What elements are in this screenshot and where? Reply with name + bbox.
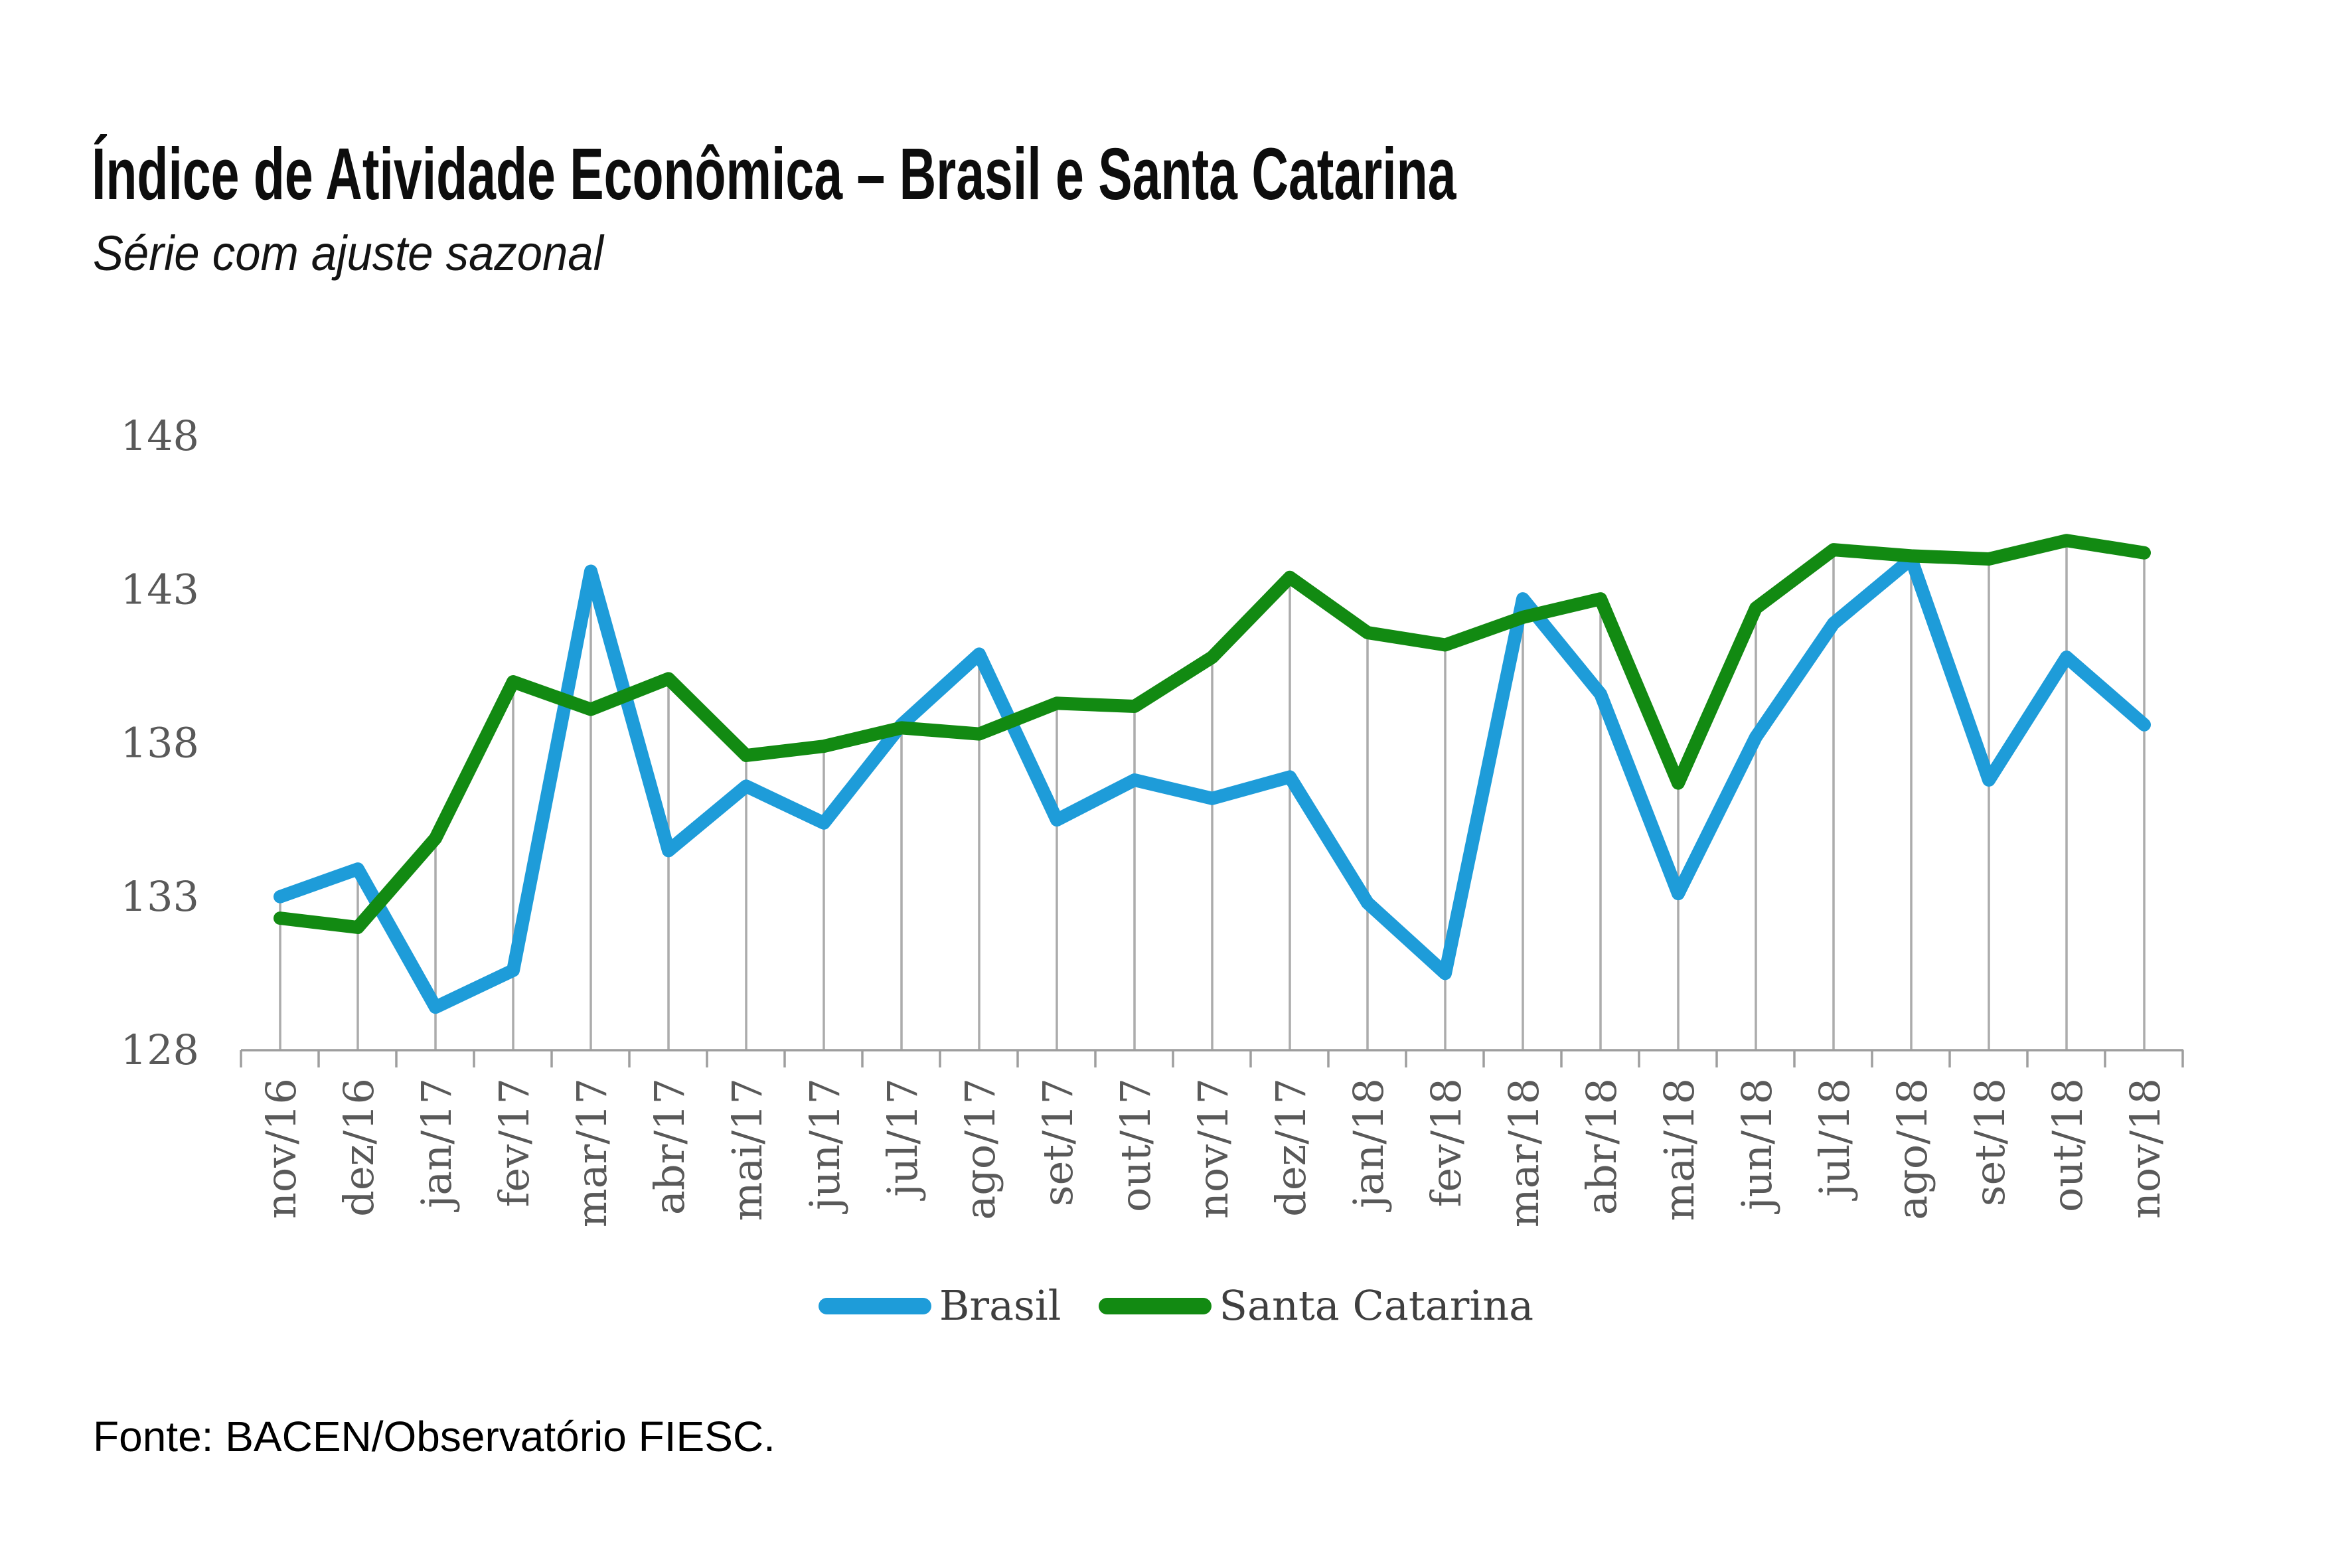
x-axis-label: jun/18 [1733, 1078, 1781, 1214]
y-axis-label: 148 [121, 412, 199, 460]
x-axis-label: ago/17 [956, 1078, 1004, 1220]
x-axis-label: out/18 [2043, 1078, 2092, 1212]
x-axis-label: jan/18 [1344, 1078, 1393, 1212]
x-axis-label: jul/17 [878, 1078, 927, 1201]
x-axis-label: jan/17 [412, 1078, 461, 1212]
x-axis-label: jul/18 [1810, 1078, 1859, 1201]
y-axis-label: 138 [121, 719, 199, 767]
x-axis-label: nov/16 [257, 1078, 305, 1219]
y-axis-label: 128 [121, 1026, 199, 1074]
x-axis-label: fev/17 [490, 1078, 538, 1207]
x-axis-label: set/18 [1966, 1078, 2014, 1206]
y-axis-label: 143 [121, 565, 199, 613]
x-axis-label: out/17 [1111, 1078, 1160, 1212]
x-axis-label: abr/17 [645, 1078, 694, 1215]
series-line-santa-catarina [274, 534, 2151, 934]
brasil-line-marker [818, 1297, 931, 1314]
x-axis-label: ago/18 [1888, 1078, 1936, 1220]
x-axis-label: mar/18 [1500, 1078, 1548, 1227]
chart-subtitle: Série com ajuste sazonal [93, 226, 603, 281]
x-axis-label: nov/18 [2121, 1078, 2169, 1219]
brasil-legend-label: Brasil [939, 1281, 1061, 1330]
x-axis-label: dez/17 [1267, 1078, 1315, 1217]
x-axis-label: abr/18 [1577, 1078, 1626, 1215]
x-axis-label: jun/17 [801, 1078, 849, 1214]
y-axis-label: 133 [121, 872, 199, 921]
x-axis-label: set/17 [1034, 1078, 1082, 1206]
legend: Brasil Santa Catarina [0, 1285, 2352, 1326]
legend-item-brasil[interactable]: Brasil [818, 1281, 1061, 1330]
x-axis-label: dez/16 [335, 1078, 383, 1217]
series-line-brasil [274, 552, 2151, 1014]
x-axis-label: mai/17 [723, 1078, 771, 1221]
santa-catarina-legend-label: Santa Catarina [1219, 1281, 1534, 1330]
legend-item-santa-catarina[interactable]: Santa Catarina [1098, 1281, 1534, 1330]
source-note: Fonte: BACEN/Observatório FIESC. [93, 1413, 775, 1460]
x-axis-label: mar/17 [568, 1078, 616, 1227]
chart-title: Índice de Atividade Econômica – Brasil e… [92, 133, 1456, 215]
x-axis-label: nov/17 [1189, 1078, 1237, 1219]
santa-catarina-line-marker [1098, 1297, 1212, 1314]
x-axis-label: mai/18 [1655, 1078, 1703, 1221]
x-axis-label: fev/18 [1422, 1078, 1470, 1207]
